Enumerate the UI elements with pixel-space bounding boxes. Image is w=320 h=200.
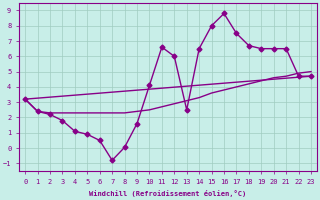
X-axis label: Windchill (Refroidissement éolien,°C): Windchill (Refroidissement éolien,°C)	[90, 190, 247, 197]
